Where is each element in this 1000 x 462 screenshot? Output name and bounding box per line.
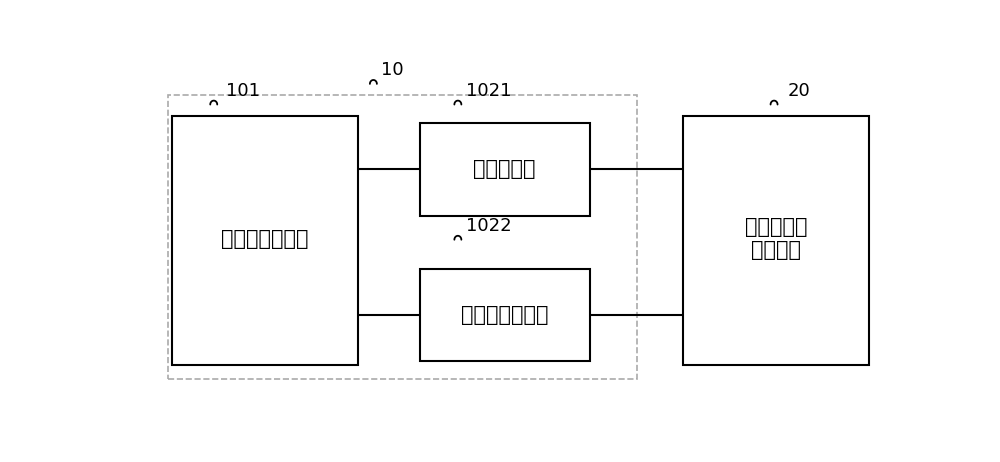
Text: 20: 20 <box>788 82 810 100</box>
Text: 配电网仿真装置: 配电网仿真装置 <box>221 229 308 249</box>
Bar <box>420 123 590 215</box>
Text: 配电自动化
馈线终端: 配电自动化 馈线终端 <box>745 217 807 260</box>
Text: 1022: 1022 <box>466 217 512 235</box>
Text: 1021: 1021 <box>466 82 512 100</box>
Bar <box>683 116 869 365</box>
Text: 101: 101 <box>226 82 260 100</box>
Text: 开关量转换装置: 开关量转换装置 <box>461 305 548 325</box>
Bar <box>420 269 590 361</box>
Text: 10: 10 <box>381 61 403 79</box>
Bar <box>172 116 358 365</box>
Text: 功率放大器: 功率放大器 <box>474 159 536 179</box>
Bar <box>168 95 637 379</box>
